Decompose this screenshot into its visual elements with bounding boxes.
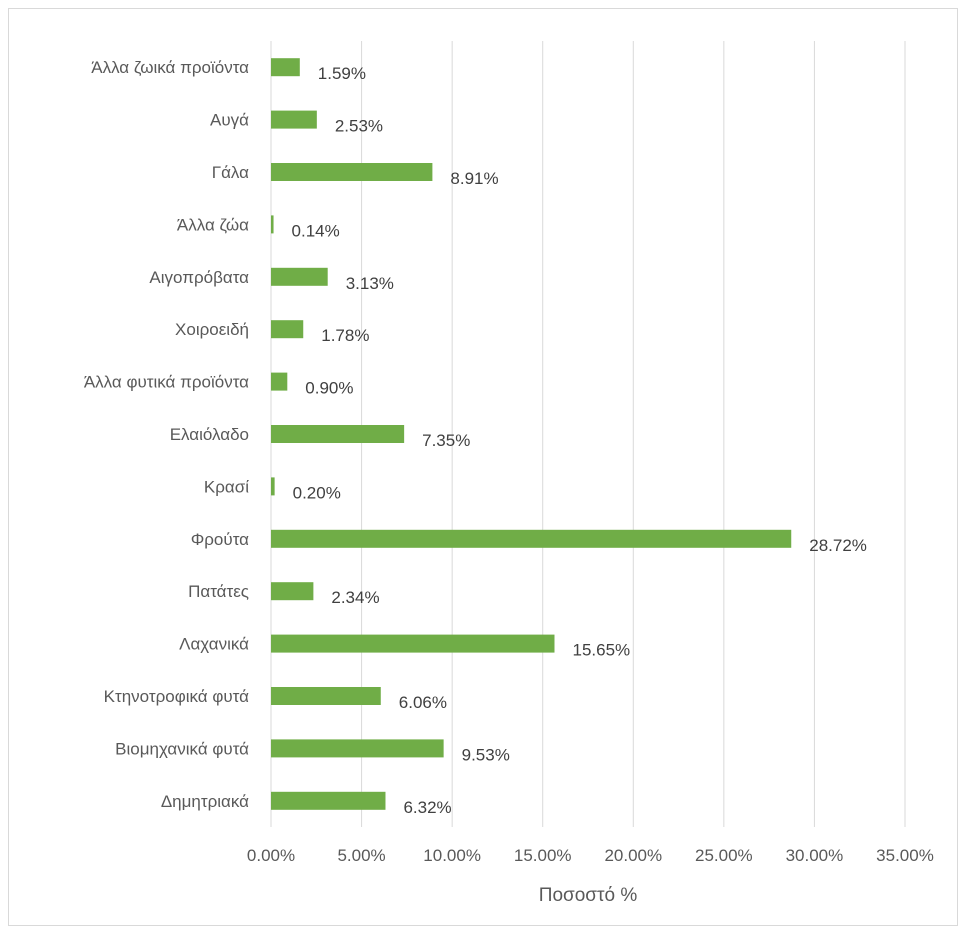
data-label: 6.32% — [403, 798, 451, 817]
data-label: 2.34% — [331, 588, 379, 607]
bar — [271, 215, 274, 234]
category-label: Φρούτα — [191, 530, 249, 549]
bar — [271, 58, 300, 77]
category-label: Βιομηχανικά φυτά — [115, 739, 249, 758]
category-label: Δημητριακά — [161, 792, 249, 811]
category-label: Κρασί — [204, 477, 249, 496]
data-label: 0.14% — [292, 221, 340, 240]
category-labels: Άλλα ζωικά προϊόντα Αυγά Γάλα Άλλα ζώα Αιγοπ… — [84, 58, 249, 811]
bar — [271, 634, 555, 653]
bar — [271, 425, 405, 443]
category-label: Κτηνοτροφικά φυτά — [104, 687, 250, 706]
bar — [271, 320, 304, 339]
x-tick-labels: 0.00% 5.00% 10.00% 15.00% 20.00% 25.00% 30.00%… — [247, 846, 934, 865]
data-label: 0.90% — [305, 379, 353, 398]
category-label: Αιγοπρόβατα — [149, 268, 249, 287]
data-label: 6.06% — [399, 693, 447, 712]
bar — [271, 529, 792, 548]
data-label: 1.78% — [321, 326, 369, 345]
data-label: 8.91% — [450, 169, 498, 188]
data-label: 15.65% — [572, 641, 630, 660]
data-labels: 1.59% 2.53% 8.91% 0.14% 3.13% 1.78% 0.90% 7.35%… — [292, 64, 867, 817]
x-tick-label: 5.00% — [337, 846, 385, 865]
bar — [271, 477, 275, 496]
category-label: Άλλα ζώα — [177, 215, 249, 234]
data-label: 7.35% — [422, 431, 470, 450]
data-label: 9.53% — [462, 745, 510, 764]
x-tick-label: 0.00% — [247, 846, 295, 865]
bar-chart: Άλλα ζωικά προϊόντα Αυγά Γάλα Άλλα ζώα Αιγοπ… — [84, 41, 934, 906]
data-label: 3.13% — [346, 274, 394, 293]
bars — [271, 58, 792, 810]
category-label: Πατάτες — [188, 582, 249, 601]
category-label: Χοιροειδή — [175, 320, 249, 339]
x-tick-label: 30.00% — [786, 846, 844, 865]
bar — [271, 687, 381, 705]
data-label: 1.59% — [318, 64, 366, 83]
category-label: Άλλα ζωικά προϊόντα — [91, 58, 249, 77]
bar — [271, 163, 433, 181]
bar — [271, 582, 314, 601]
data-label: 28.72% — [809, 536, 867, 555]
bar — [271, 372, 288, 391]
x-tick-label: 35.00% — [876, 846, 934, 865]
x-axis-title: Ποσοστό % — [539, 885, 638, 906]
bar — [271, 267, 328, 286]
x-tick-label: 15.00% — [514, 846, 572, 865]
category-label: Αυγά — [210, 111, 249, 130]
x-tick-label: 10.00% — [423, 846, 481, 865]
category-label: Άλλα φυτικά προϊόντα — [84, 373, 249, 392]
category-label: Ελαιόλαδο — [170, 425, 249, 444]
category-label: Λαχανικά — [179, 635, 249, 654]
data-label: 2.53% — [335, 117, 383, 136]
category-label: Γάλα — [212, 163, 249, 182]
bar — [271, 110, 317, 129]
x-tick-label: 25.00% — [695, 846, 753, 865]
x-tick-label: 20.00% — [604, 846, 662, 865]
data-label: 0.20% — [293, 483, 341, 502]
chart-frame: Άλλα ζωικά προϊόντα Αυγά Γάλα Άλλα ζώα Αιγοπ… — [8, 8, 958, 926]
bar — [271, 791, 386, 810]
bar — [271, 739, 444, 758]
